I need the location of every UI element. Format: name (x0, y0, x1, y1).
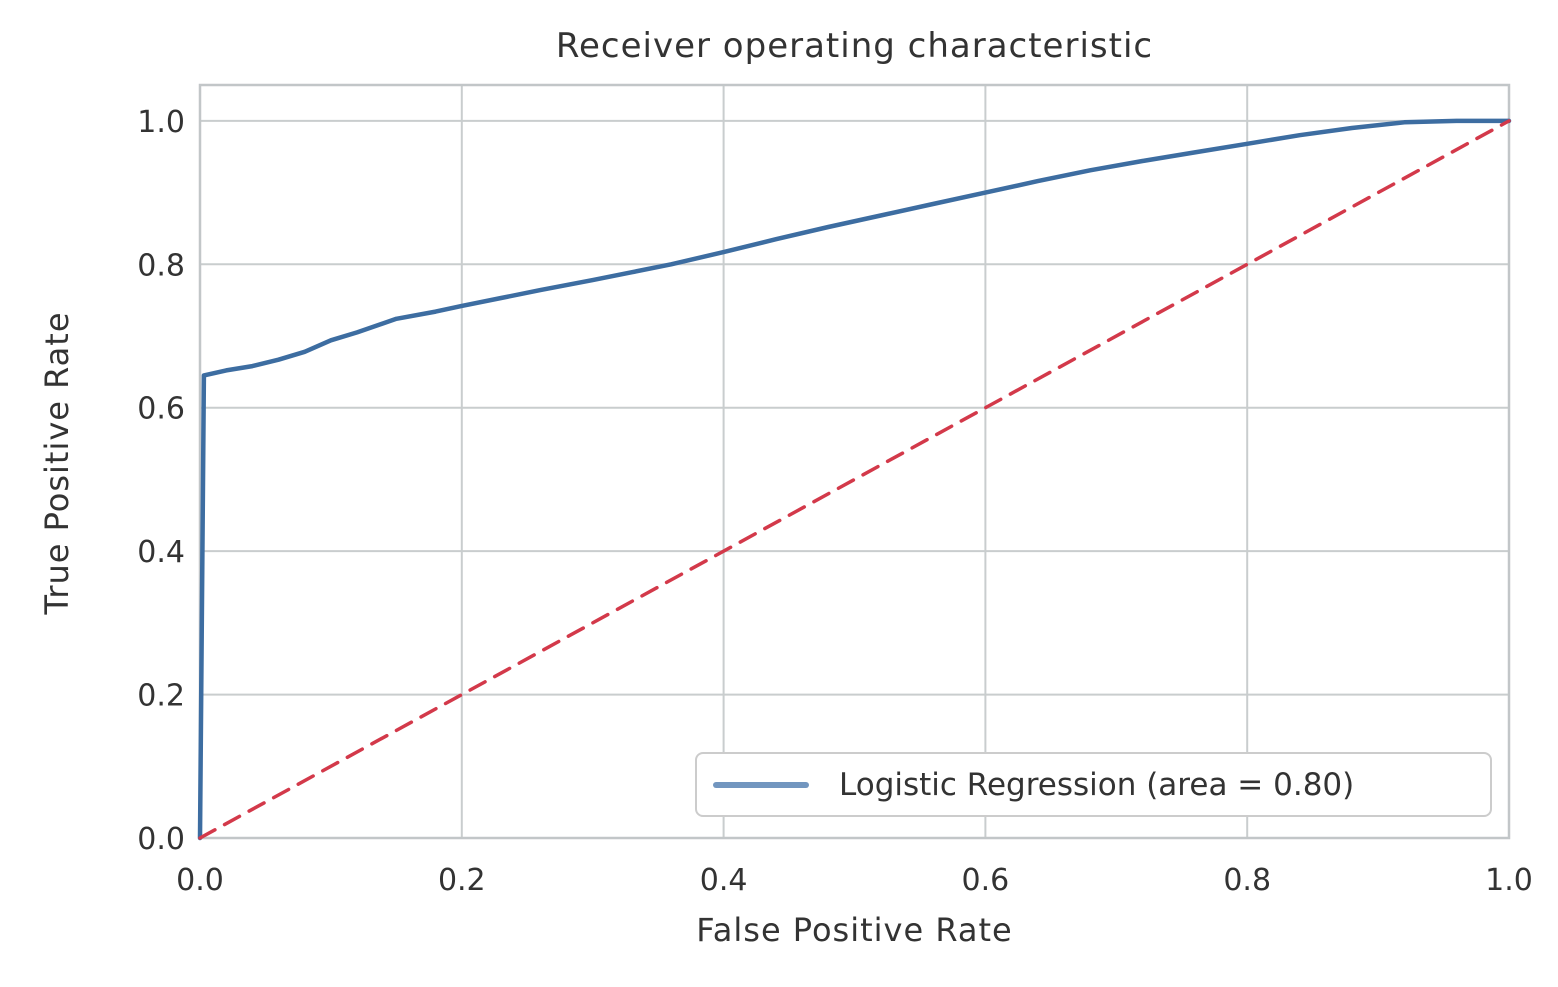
x-axis-label: False Positive Rate (696, 911, 1013, 949)
y-tick-label: 0.8 (137, 248, 185, 283)
legend-line-swatch (713, 781, 809, 788)
y-tick-label: 0.4 (137, 535, 185, 570)
y-tick-label: 0.6 (137, 392, 185, 427)
chart-title: Receiver operating characteristic (555, 26, 1154, 66)
x-tick-label: 1.0 (1485, 863, 1533, 898)
tick-labels-layer: 0.0 0.2 0.4 0.6 0.8 1.0 0.0 0.2 0.4 0.6 0.8 1.0 (137, 105, 1533, 898)
x-tick-label: 0.6 (962, 863, 1010, 898)
x-tick-label: 0.4 (700, 863, 748, 898)
gridlines-layer (199, 85, 1510, 839)
axes-spines (198, 83, 1511, 840)
x-tick-label: 0.8 (1223, 863, 1271, 898)
y-tick-label: 0.2 (137, 679, 185, 714)
series-layer (197, 118, 1512, 841)
series-line-chance-diagonal (198, 119, 1511, 840)
y-axis-label: True Positive Rate (38, 311, 76, 615)
y-tick-label: 1.0 (137, 105, 185, 140)
y-tick-label: 0.0 (137, 822, 185, 857)
x-tick-label: 0.2 (438, 863, 486, 898)
legend-label: Logistic Regression (area = 0.80) (839, 766, 1355, 803)
series-line-logistic-regression (197, 118, 1512, 841)
plot-border (198, 83, 1511, 840)
x-tick-label: 0.0 (176, 863, 224, 898)
legend: Logistic Regression (area = 0.80) (695, 752, 1492, 817)
